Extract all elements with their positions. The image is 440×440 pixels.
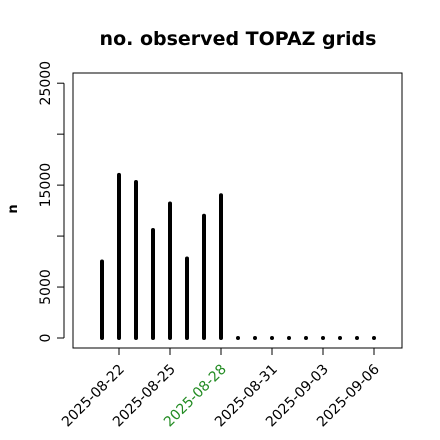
y-tick-label: 0 bbox=[38, 334, 54, 343]
bar bbox=[287, 336, 291, 340]
bar bbox=[270, 336, 274, 340]
y-tick-label: 25000 bbox=[38, 61, 54, 106]
bar bbox=[355, 336, 359, 340]
y-tick-label: 15000 bbox=[38, 163, 54, 208]
plot-frame bbox=[72, 72, 403, 349]
y-axis: 0 5000 15000 25000 bbox=[38, 61, 65, 343]
bar bbox=[304, 336, 308, 340]
bars bbox=[100, 172, 376, 340]
bar bbox=[338, 336, 342, 340]
bar bbox=[372, 336, 376, 340]
bar bbox=[321, 336, 325, 340]
y-axis-label: n bbox=[6, 204, 21, 213]
bar bbox=[253, 336, 257, 340]
bar bbox=[236, 336, 240, 340]
y-tick-label: 5000 bbox=[38, 269, 54, 305]
chart-title: no. observed TOPAZ grids bbox=[100, 28, 377, 50]
x-axis: 2025-08-222025-08-252025-08-282025-08-31… bbox=[59, 347, 383, 430]
